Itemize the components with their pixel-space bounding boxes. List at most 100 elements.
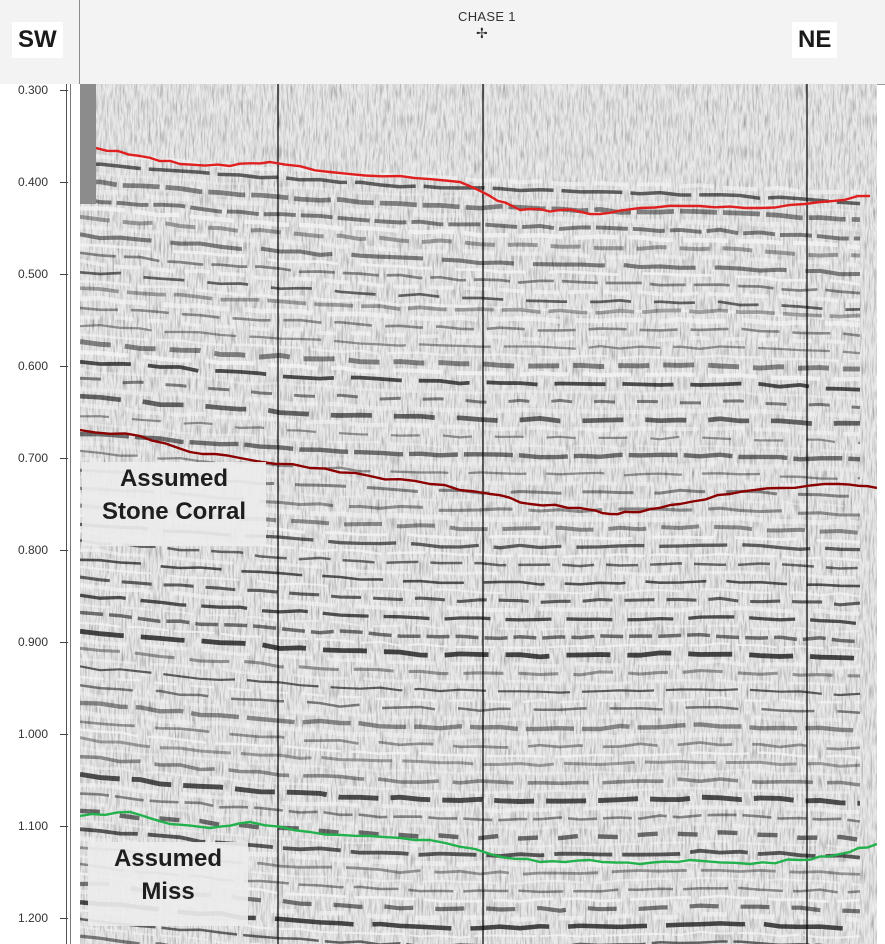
reflector-band (80, 917, 824, 944)
time-tick-label: 0.400 (18, 175, 49, 189)
time-tick-mark (60, 458, 68, 459)
reflector-band (80, 386, 861, 419)
reflector-band (80, 872, 861, 903)
annotation-stone-corral-line2: Stone Corral (101, 498, 247, 525)
reflector-band (80, 548, 860, 580)
reflector-band (80, 393, 861, 427)
time-tick-mark (60, 918, 68, 919)
reflector-band (80, 771, 861, 806)
direction-label-ne: NE (792, 22, 838, 58)
time-tick-label: 1.000 (18, 727, 49, 741)
reflector-band (80, 529, 861, 562)
time-tick-label: 0.700 (18, 451, 49, 465)
reflector-band (80, 700, 861, 733)
reflector-band (80, 376, 861, 409)
reflector-band (80, 728, 861, 759)
reflector-band (80, 746, 861, 778)
reflector-band (80, 333, 860, 363)
time-tick-mark (60, 734, 68, 735)
time-tick-mark (60, 274, 68, 275)
time-tick-mark (60, 366, 68, 367)
reflector-band (80, 243, 861, 287)
time-tick-mark (60, 642, 68, 643)
horizon-stone-corral[interactable] (80, 428, 877, 516)
reflector-band (80, 440, 861, 473)
well-marker-icon[interactable]: ✢ (476, 26, 488, 42)
reflector-band (80, 799, 861, 833)
reflector-band (80, 638, 861, 670)
data-gap (80, 84, 96, 204)
reflector-band (80, 657, 861, 688)
reflector-band (80, 683, 861, 715)
reflector-band (80, 808, 861, 842)
reflector-band (80, 691, 861, 724)
annotation-stone-corral: Assumed Stone Corral (82, 462, 266, 546)
reflector-band (80, 295, 861, 328)
reflector-band (80, 628, 861, 661)
reflector-band (80, 646, 861, 678)
reflector-band (80, 610, 861, 644)
reflector-band (80, 224, 861, 268)
axis-strip (70, 84, 81, 944)
direction-label-sw: SW (12, 22, 63, 58)
time-axis (0, 84, 70, 944)
reflector-band (80, 350, 861, 382)
reflector-band (80, 415, 861, 444)
time-tick-label: 1.200 (18, 911, 49, 925)
reflector-band (80, 339, 861, 372)
reflector-band (80, 206, 861, 250)
reflector-band (80, 270, 861, 312)
reflector-band (80, 603, 861, 633)
reflector-band (80, 565, 861, 598)
reflector-band (80, 736, 861, 768)
reflector-band (80, 783, 861, 814)
horizon-miss[interactable] (80, 810, 877, 866)
reflector-band (80, 621, 861, 651)
time-tick-mark (60, 90, 68, 91)
time-tick-label: 0.900 (18, 635, 49, 649)
reflector-band (80, 195, 860, 241)
reflector-band (80, 827, 861, 860)
reflector-bands (80, 84, 861, 944)
annotation-miss-line1: Assumed (113, 845, 223, 872)
reflector-band (80, 179, 861, 222)
time-tick-mark (60, 550, 68, 551)
time-tick-label: 1.100 (18, 819, 49, 833)
trace-dividers (277, 84, 808, 944)
reflector-band (80, 286, 861, 319)
reflector-band (80, 754, 861, 787)
reflector-band (80, 764, 861, 795)
reflector-band (80, 214, 861, 258)
reflector-band (80, 421, 861, 454)
horizon-lines (80, 146, 877, 866)
reflector-band (80, 402, 861, 437)
reflector-band (80, 792, 861, 823)
reflector-band (80, 558, 861, 588)
time-axis-line (66, 84, 67, 944)
time-tick-label: 0.300 (18, 83, 49, 97)
annotation-miss-line2: Miss (141, 878, 195, 905)
reflector-band (80, 315, 861, 347)
reflector-band (80, 432, 861, 462)
time-tick-label: 0.600 (18, 359, 49, 373)
reflector-band (80, 665, 861, 697)
reflector-band (80, 720, 861, 751)
reflector-band (80, 889, 861, 923)
time-tick-label: 0.800 (18, 543, 49, 557)
time-tick-mark (60, 182, 68, 183)
reflector-band (80, 909, 861, 939)
reflector-band (80, 710, 861, 742)
reflector-band (80, 280, 861, 322)
horizon-upper-red[interactable] (95, 146, 871, 216)
reflector-band (80, 582, 861, 616)
reflector-band (80, 575, 861, 607)
reflector-band (80, 593, 861, 626)
time-tick-mark (60, 826, 68, 827)
reflector-band (80, 170, 861, 213)
reflector-band (80, 258, 861, 304)
reflector-band (80, 306, 861, 337)
reflector-band (80, 675, 861, 705)
reflector-band (80, 323, 861, 355)
reflector-band (80, 359, 861, 392)
